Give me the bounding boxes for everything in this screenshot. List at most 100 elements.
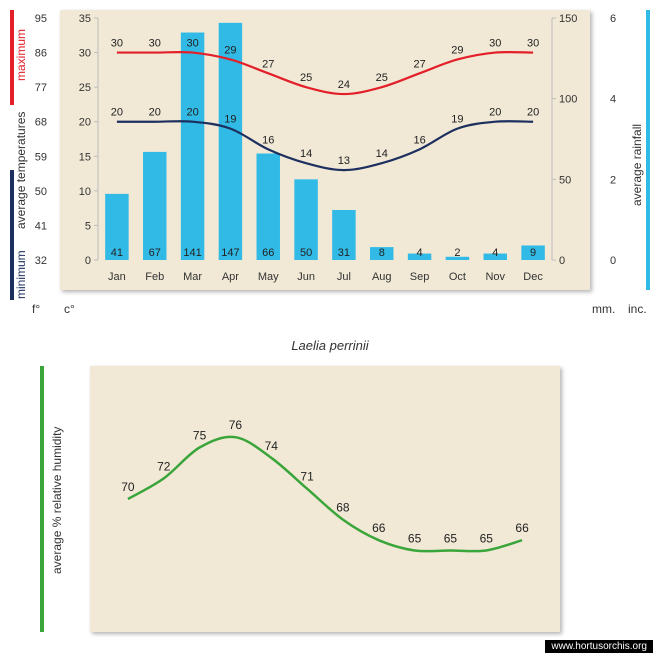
humidity-line [128, 437, 522, 551]
min-temp-value: 19 [451, 114, 463, 126]
min-temp-value: 19 [224, 114, 236, 126]
month-label: Jul [337, 271, 351, 283]
month-label: Sep [410, 271, 430, 283]
svg-text:5: 5 [85, 220, 91, 232]
rain-value: 67 [149, 247, 161, 259]
max-temp-value: 30 [149, 38, 161, 50]
min-temp-value: 14 [300, 148, 312, 160]
month-label: Apr [222, 271, 239, 283]
svg-text:68: 68 [35, 117, 47, 129]
humidity-chart-svg: 707275767471686665656566 [90, 366, 560, 632]
humidity-value: 74 [265, 439, 279, 453]
label-avg-temps: average temperatures [14, 100, 28, 240]
month-label: Jan [108, 271, 126, 283]
top-chart-panel: 0510152025303532415059687786950501001500… [60, 10, 590, 290]
svg-text:35: 35 [79, 13, 91, 25]
min-temp-value: 20 [149, 107, 161, 119]
max-temp-line [117, 52, 533, 94]
svg-text:0: 0 [559, 255, 565, 267]
rain-value: 8 [379, 247, 385, 259]
humidity-value: 76 [229, 418, 243, 432]
label-f: f° [32, 302, 40, 316]
svg-text:50: 50 [35, 186, 47, 198]
label-c: c° [64, 302, 75, 316]
svg-text:30: 30 [79, 48, 91, 60]
humidity-value: 72 [157, 459, 171, 473]
svg-text:150: 150 [559, 13, 577, 25]
credit-badge: www.hortusorchis.org [545, 640, 653, 653]
min-temp-value: 16 [413, 134, 425, 146]
min-temp-value: 20 [527, 107, 539, 119]
humidity-value: 66 [372, 521, 386, 535]
humidity-value: 65 [480, 532, 494, 546]
month-label: Jun [297, 271, 315, 283]
svg-text:20: 20 [79, 117, 91, 129]
svg-text:0: 0 [610, 255, 616, 267]
label-avg-rain: average rainfall [630, 110, 644, 220]
humidity-value: 70 [121, 480, 135, 494]
month-label: Nov [485, 271, 505, 283]
rain-value: 41 [111, 247, 123, 259]
svg-text:86: 86 [35, 48, 47, 60]
humidity-value: 65 [408, 532, 422, 546]
max-temp-value: 25 [300, 72, 312, 84]
rain-bar [257, 154, 280, 260]
max-temp-value: 24 [338, 79, 350, 91]
svg-text:95: 95 [35, 13, 47, 25]
top-chart-svg: 0510152025303532415059687786950501001500… [60, 10, 590, 290]
max-temp-value: 29 [451, 44, 463, 56]
label-humidity: average % relative humidity [50, 400, 64, 600]
svg-text:4: 4 [610, 94, 616, 106]
humidity-value: 71 [300, 470, 314, 484]
max-temp-value: 25 [376, 72, 388, 84]
max-temp-value: 27 [413, 58, 425, 70]
label-mm: mm. [592, 302, 615, 316]
max-temp-value: 30 [186, 38, 198, 50]
max-temp-value: 30 [527, 38, 539, 50]
humidity-chart-panel: 707275767471686665656566 [90, 366, 560, 632]
month-label: Feb [145, 271, 164, 283]
max-temp-value: 30 [111, 38, 123, 50]
max-temp-value: 29 [224, 44, 236, 56]
rain-value: 4 [492, 247, 498, 259]
svg-text:15: 15 [79, 151, 91, 163]
svg-text:50: 50 [559, 174, 571, 186]
min-temp-line [117, 121, 533, 170]
min-temp-value: 14 [376, 148, 388, 160]
min-temp-value: 16 [262, 134, 274, 146]
min-temp-value: 13 [338, 155, 350, 167]
svg-text:6: 6 [610, 13, 616, 25]
svg-text:0: 0 [85, 255, 91, 267]
label-minimum: minimum [14, 245, 28, 305]
svg-text:77: 77 [35, 82, 47, 94]
min-temp-value: 20 [111, 107, 123, 119]
rain-value: 4 [417, 247, 423, 259]
rain-value: 9 [530, 247, 536, 259]
min-temp-value: 20 [186, 107, 198, 119]
min-temp-value: 20 [489, 107, 501, 119]
rain-bar [181, 33, 204, 260]
rain-bar [143, 152, 166, 260]
month-label: Mar [183, 271, 202, 283]
rain-value: 141 [183, 247, 201, 259]
humidity-value: 75 [193, 429, 207, 443]
label-maximum: maximum [14, 20, 28, 90]
svg-text:59: 59 [35, 151, 47, 163]
svg-text:25: 25 [79, 82, 91, 94]
bar-rain-blue [646, 10, 650, 290]
month-label: Aug [372, 271, 392, 283]
rain-value: 50 [300, 247, 312, 259]
bar-rain-white [624, 10, 628, 290]
svg-text:100: 100 [559, 94, 577, 106]
svg-text:32: 32 [35, 255, 47, 267]
bar-humidity [40, 366, 44, 632]
humidity-value: 65 [444, 532, 458, 546]
humidity-value: 66 [515, 521, 529, 535]
page: maximum average temperatures minimum ave… [0, 0, 660, 660]
svg-text:10: 10 [79, 186, 91, 198]
rain-value: 31 [338, 247, 350, 259]
max-temp-value: 27 [262, 58, 274, 70]
label-inc: inc. [628, 302, 647, 316]
month-label: May [258, 271, 279, 283]
max-temp-value: 30 [489, 38, 501, 50]
